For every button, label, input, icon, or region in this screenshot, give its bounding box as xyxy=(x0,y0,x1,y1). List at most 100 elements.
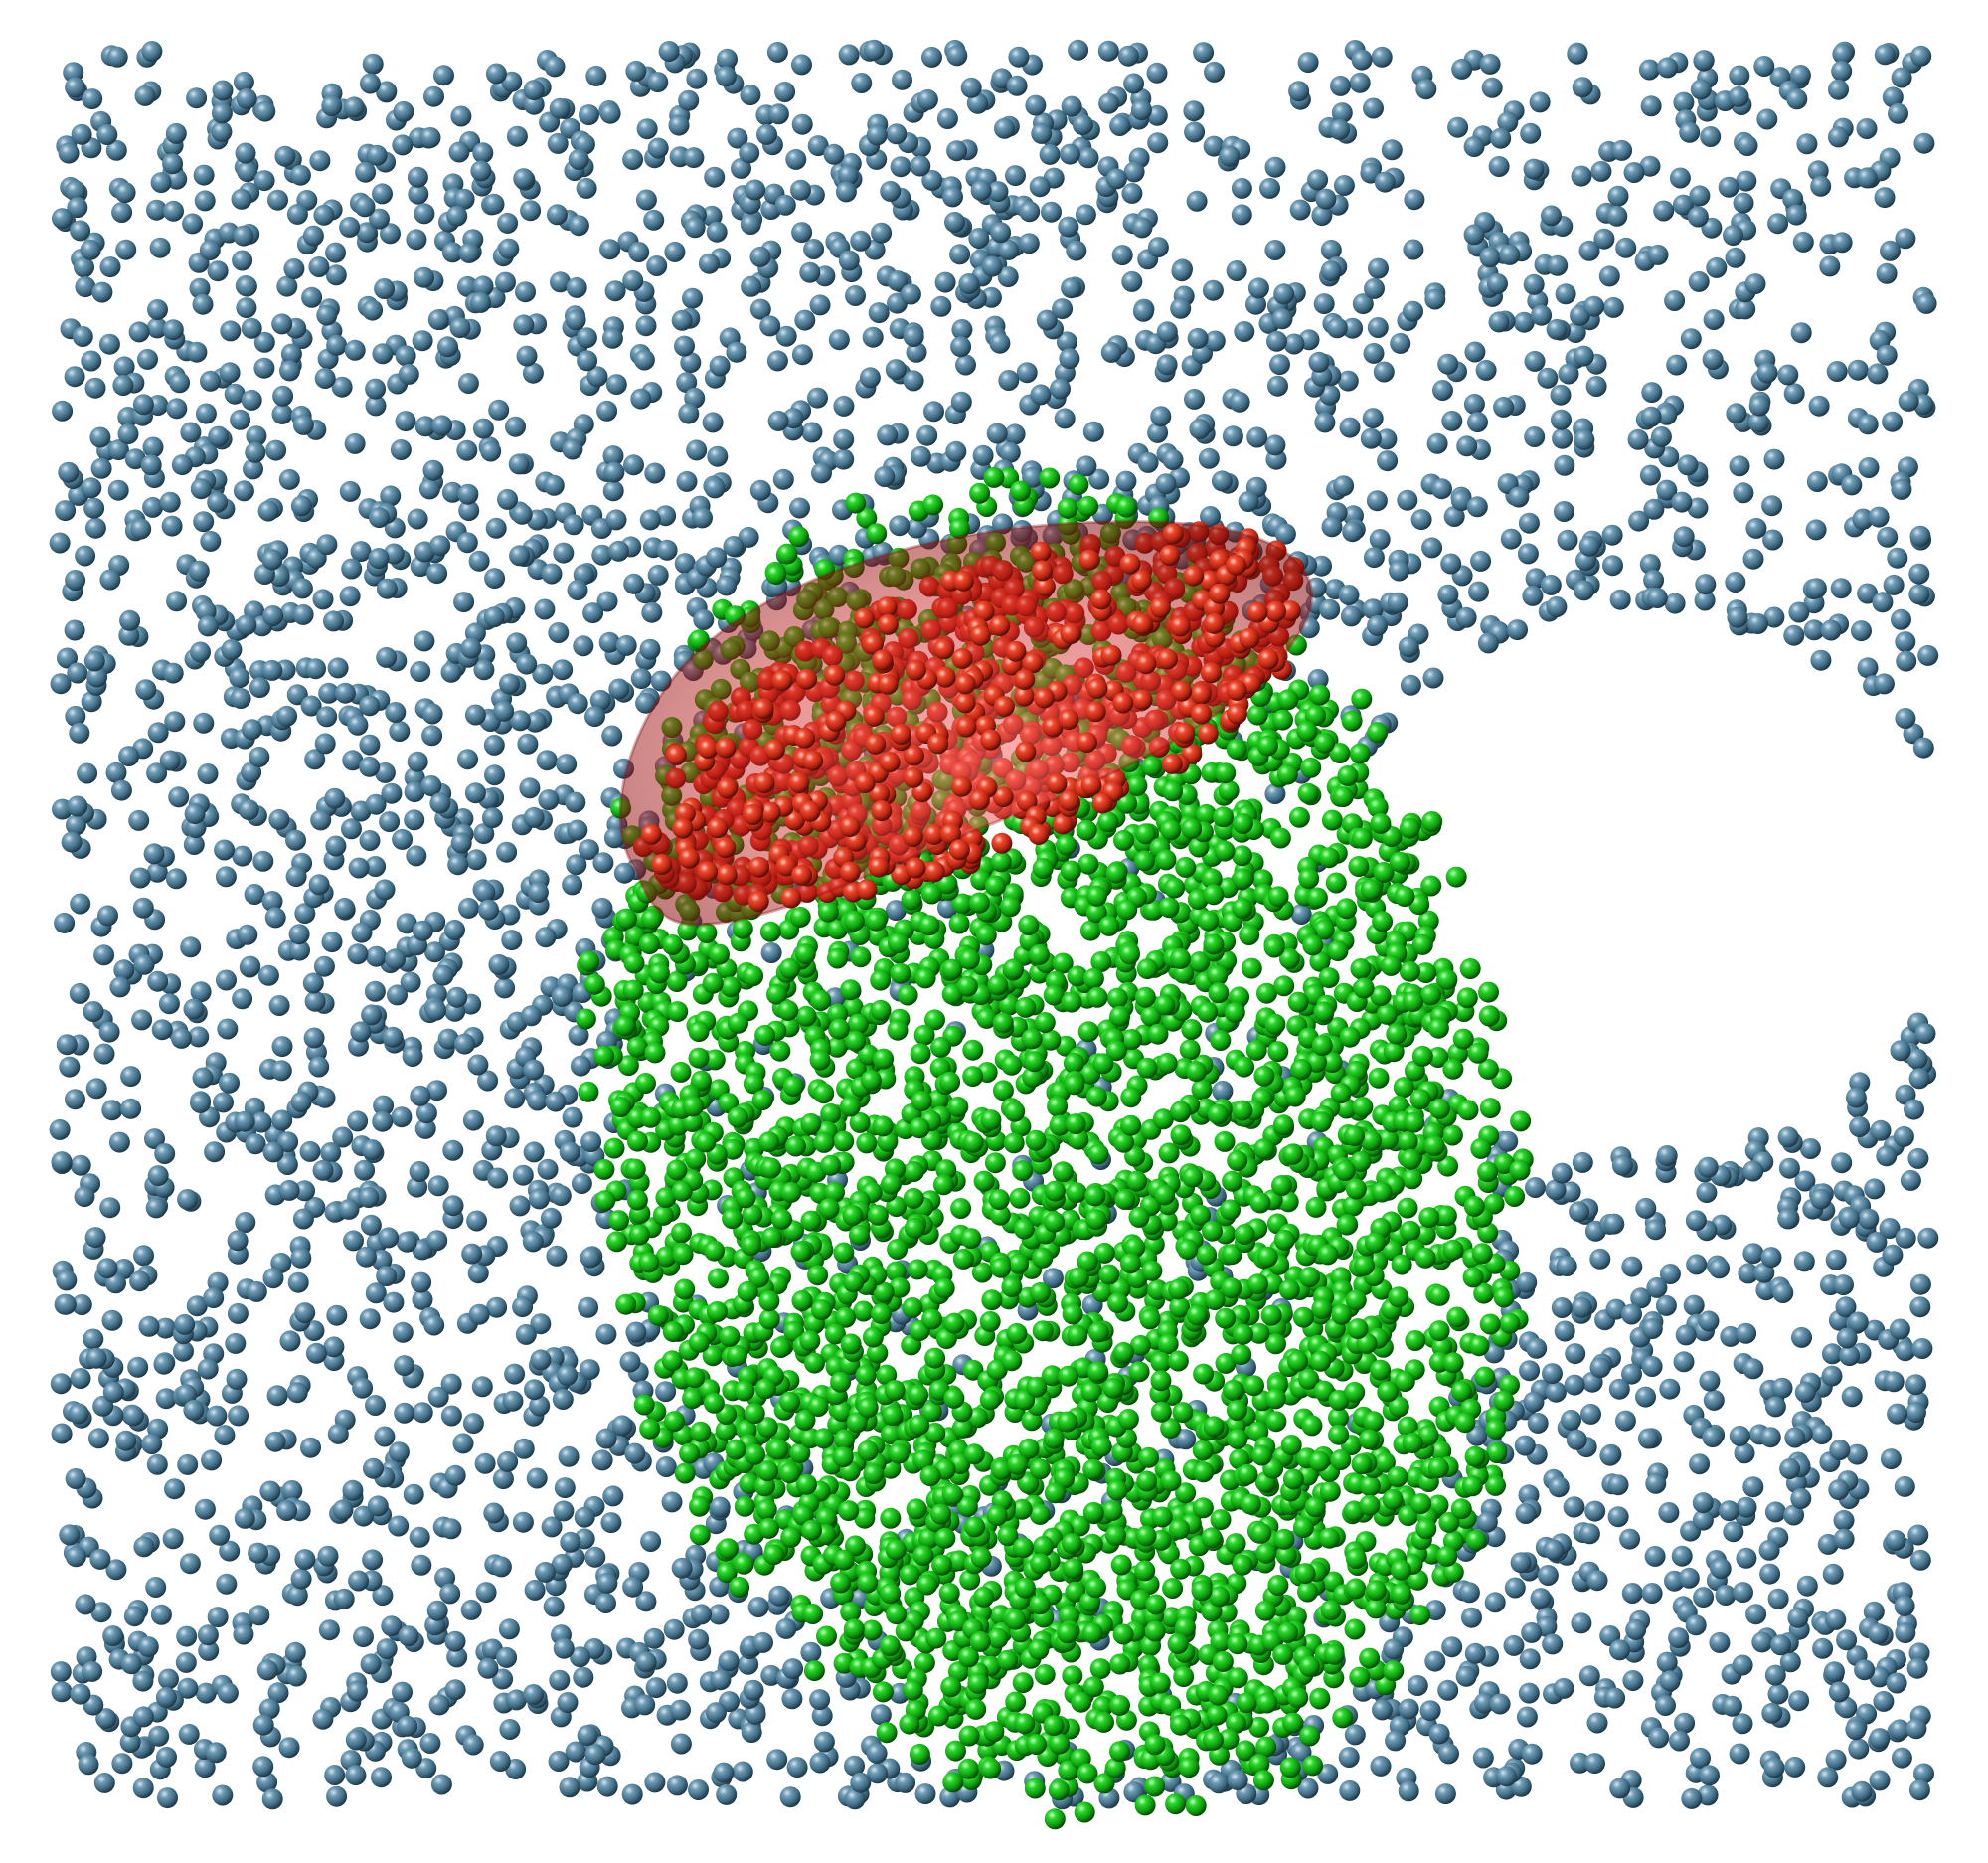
solvent-particle xyxy=(186,341,208,363)
cluster-particle xyxy=(885,1261,907,1282)
solvent-particle xyxy=(1846,1443,1868,1465)
solvent-particle xyxy=(54,912,76,933)
solvent-particle xyxy=(1908,584,1930,605)
solvent-particle xyxy=(477,1657,499,1679)
solvent-particle xyxy=(1097,40,1119,62)
solvent-particle xyxy=(1537,1565,1559,1586)
solvent-particle xyxy=(406,229,427,251)
cluster-particle xyxy=(1341,710,1363,732)
solvent-particle xyxy=(1882,1244,1904,1266)
solvent-particle xyxy=(267,1682,289,1704)
solvent-particle xyxy=(287,1271,309,1293)
solvent-particle xyxy=(958,273,980,294)
solvent-particle xyxy=(1829,1440,1851,1460)
solvent-particle xyxy=(786,1757,808,1778)
solvent-particle xyxy=(178,1723,200,1745)
solvent-particle xyxy=(1387,592,1408,613)
cluster-particle xyxy=(688,629,710,651)
solvent-particle xyxy=(1672,194,1694,216)
solvent-particle xyxy=(1156,321,1178,343)
solvent-particle xyxy=(781,1688,803,1710)
solvent-particle xyxy=(601,327,623,349)
solvent-particle xyxy=(52,400,74,422)
solvent-particle xyxy=(83,1001,104,1022)
solvent-particle xyxy=(515,281,536,303)
cluster-particle xyxy=(971,1262,993,1283)
solvent-particle xyxy=(676,372,698,394)
solvent-particle xyxy=(95,1708,117,1730)
solvent-particle xyxy=(439,1583,461,1605)
solvent-particle xyxy=(559,1141,580,1163)
solvent-particle xyxy=(1763,1757,1785,1778)
solvent-particle xyxy=(131,1009,153,1031)
solvent-particle xyxy=(473,659,495,681)
solvent-particle xyxy=(585,65,607,86)
solvent-particle xyxy=(289,939,310,961)
solvent-particle xyxy=(176,1384,197,1406)
solvent-particle xyxy=(1748,395,1770,417)
solvent-particle xyxy=(1389,560,1409,582)
solvent-particle xyxy=(584,1744,606,1766)
solvent-particle xyxy=(71,123,92,145)
solvent-particle xyxy=(219,1540,241,1562)
solvent-particle xyxy=(446,1646,468,1668)
solvent-particle xyxy=(1052,298,1074,320)
solvent-particle xyxy=(294,1549,316,1571)
solvent-particle xyxy=(749,479,771,501)
solvent-particle xyxy=(361,1139,383,1161)
solvent-particle xyxy=(566,276,587,298)
solvent-particle xyxy=(132,394,154,416)
solvent-particle xyxy=(1895,631,1916,653)
solvent-particle xyxy=(230,688,251,709)
solvent-particle xyxy=(576,177,597,199)
solvent-particle xyxy=(90,1602,112,1623)
solvent-particle xyxy=(135,679,157,701)
cluster-particle xyxy=(1024,1778,1046,1799)
solvent-particle xyxy=(1463,136,1485,157)
solvent-particle xyxy=(1762,529,1784,551)
solvent-particle xyxy=(547,204,568,226)
solvent-particle xyxy=(305,658,326,680)
solvent-particle xyxy=(885,359,907,381)
cluster-particle xyxy=(1319,1480,1341,1502)
solvent-particle xyxy=(1464,341,1486,363)
solvent-particle xyxy=(326,1304,348,1326)
solvent-particle xyxy=(460,1599,482,1620)
solvent-particle xyxy=(807,387,828,409)
solvent-particle xyxy=(1857,657,1879,679)
solvent-particle xyxy=(999,441,1021,463)
solvent-particle xyxy=(1680,328,1702,350)
solvent-particle xyxy=(383,1291,405,1313)
solvent-particle xyxy=(794,309,816,331)
solvent-particle xyxy=(541,563,563,585)
solvent-particle xyxy=(670,1699,691,1721)
solvent-particle xyxy=(1458,1582,1480,1604)
solvent-particle xyxy=(1524,350,1546,372)
solvent-particle xyxy=(346,1680,368,1702)
solvent-particle xyxy=(108,1131,130,1153)
solvent-particle xyxy=(168,786,190,808)
solvent-particle xyxy=(833,428,855,450)
solvent-particle xyxy=(1264,783,1286,804)
solvent-particle xyxy=(738,526,759,548)
solvent-particle xyxy=(1655,1294,1677,1316)
solvent-particle xyxy=(1061,95,1082,117)
cluster-particle xyxy=(1193,1363,1215,1385)
cluster-particle xyxy=(1313,919,1335,940)
solvent-particle xyxy=(1645,1472,1667,1494)
solvent-particle xyxy=(838,44,860,66)
cluster-particle xyxy=(1210,1630,1232,1652)
solvent-particle xyxy=(207,1607,229,1628)
cluster-particle xyxy=(922,494,944,516)
solvent-particle xyxy=(1895,1227,1916,1249)
solvent-particle xyxy=(1615,237,1637,258)
solvent-particle xyxy=(515,1323,537,1345)
solvent-particle xyxy=(1877,526,1899,548)
solvent-particle xyxy=(1719,1500,1740,1522)
solvent-particle xyxy=(365,1282,387,1304)
cluster-particle xyxy=(1008,1253,1030,1274)
solvent-particle xyxy=(159,491,181,513)
solvent-particle xyxy=(1514,1435,1536,1456)
solvent-particle xyxy=(1551,1162,1573,1184)
solvent-particle xyxy=(1841,1386,1863,1408)
